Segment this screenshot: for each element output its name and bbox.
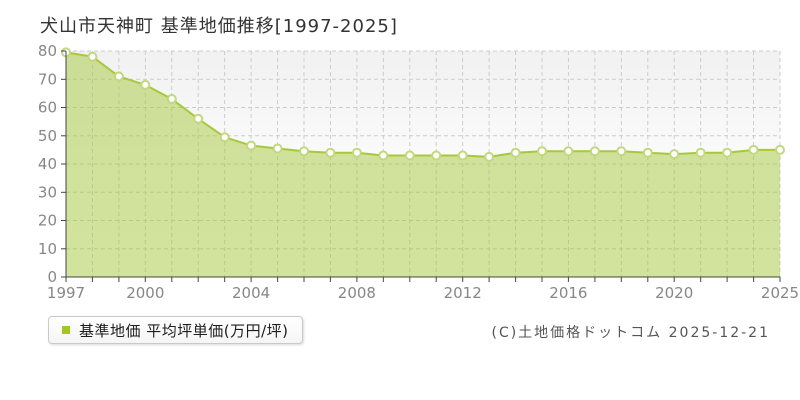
svg-text:10: 10 <box>38 240 57 258</box>
data-point-markers <box>61 47 785 162</box>
svg-text:30: 30 <box>38 183 57 201</box>
svg-text:0: 0 <box>47 268 57 286</box>
series-color-swatch-icon <box>62 326 70 334</box>
svg-text:80: 80 <box>38 42 57 60</box>
legend: 基準地価 平均坪単価(万円/坪) <box>48 316 303 344</box>
svg-text:2000: 2000 <box>126 284 164 302</box>
svg-text:60: 60 <box>38 99 57 117</box>
legend-label: 基準地価 平均坪単価(万円/坪) <box>79 321 289 340</box>
price-area <box>66 52 780 278</box>
svg-text:40: 40 <box>38 155 57 173</box>
y-tick-labels: 0 10 20 30 40 50 60 70 80 <box>38 42 57 286</box>
svg-text:20: 20 <box>38 212 57 230</box>
svg-text:2008: 2008 <box>338 284 376 302</box>
price-line <box>65 51 780 158</box>
axes <box>61 50 781 282</box>
svg-text:2020: 2020 <box>655 284 693 302</box>
svg-text:1997: 1997 <box>47 284 85 302</box>
x-tick-labels: 1997 2000 2004 2008 2012 2016 2020 2025 <box>47 284 799 302</box>
page-title: 犬山市天神町 基準地価推移[1997-2025] <box>40 16 398 37</box>
svg-text:70: 70 <box>38 70 57 88</box>
copyright-text: (C)土地価格ドットコム 2025-12-21 <box>491 325 770 341</box>
svg-text:2004: 2004 <box>232 284 270 302</box>
svg-text:50: 50 <box>38 127 57 145</box>
svg-text:2025: 2025 <box>761 284 799 302</box>
svg-text:2016: 2016 <box>549 284 587 302</box>
svg-text:2012: 2012 <box>444 284 482 302</box>
